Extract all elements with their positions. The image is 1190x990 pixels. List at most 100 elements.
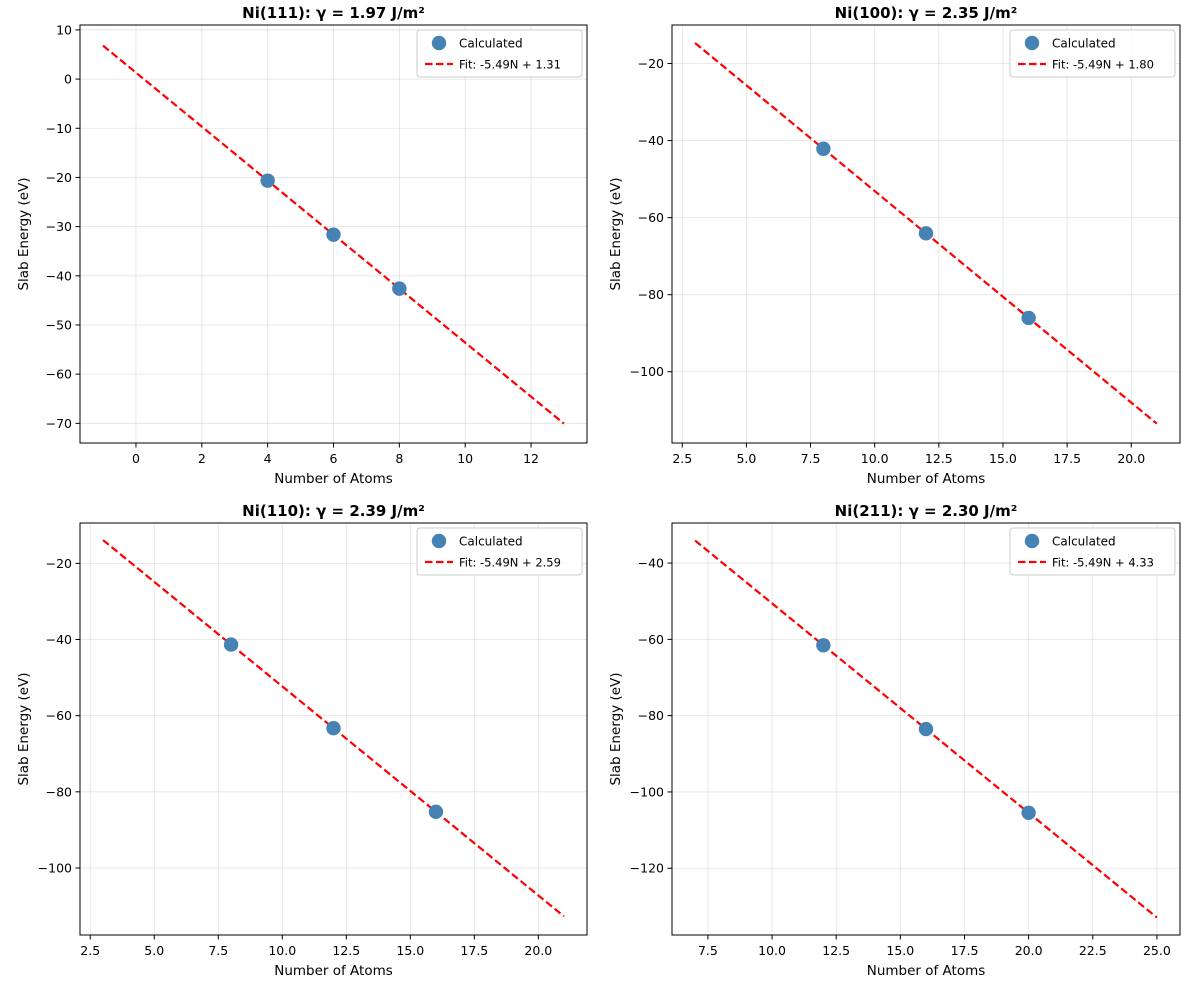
x-tick-label: 4 xyxy=(264,451,272,466)
legend-label-calculated: Calculated xyxy=(1052,37,1116,51)
data-point xyxy=(392,281,407,296)
x-axis-label: Number of Atoms xyxy=(274,963,393,979)
y-tick-label: −50 xyxy=(46,317,72,332)
y-tick-label: −60 xyxy=(638,632,664,647)
x-axis-label: Number of Atoms xyxy=(274,471,393,487)
y-tick-label: −100 xyxy=(630,784,664,799)
y-tick-label: −100 xyxy=(630,364,664,379)
legend-label-fit: Fit: -5.49N + 4.33 xyxy=(1052,556,1154,570)
y-axis-label: Slab Energy (eV) xyxy=(608,177,624,290)
y-tick-label: −20 xyxy=(638,56,664,71)
x-tick-label: 10 xyxy=(457,451,473,466)
legend-label-calculated: Calculated xyxy=(1052,535,1116,549)
data-point xyxy=(326,721,341,736)
legend-box xyxy=(1009,29,1176,78)
x-tick-label: 12 xyxy=(523,451,539,466)
x-axis-label: Number of Atoms xyxy=(867,963,986,979)
legend-marker-calculated xyxy=(1024,35,1040,51)
subplot-title: Ni(211): γ = 2.30 J/m² xyxy=(835,502,1018,520)
legend: Calculated Fit: -5.49N + 4.33 xyxy=(1009,527,1176,576)
x-tick-label: 17.5 xyxy=(460,943,488,958)
x-tick-label: 2.5 xyxy=(80,943,100,958)
x-tick-label: 15.0 xyxy=(886,943,914,958)
x-tick-label: 5.0 xyxy=(144,943,164,958)
data-point xyxy=(428,804,444,820)
legend-box xyxy=(416,29,583,78)
y-tick-label: −20 xyxy=(46,170,72,185)
legend-label-fit: Fit: -5.49N + 1.31 xyxy=(459,58,561,72)
x-tick-label: 25.0 xyxy=(1143,943,1171,958)
y-tick-label: −70 xyxy=(46,416,72,431)
y-tick-label: −80 xyxy=(638,708,664,723)
subplot-4: 7.5 10.0 12.5 15.0 17.5 20.0 22.5 25.0 −40 −60 −80… xyxy=(608,502,1181,979)
legend-marker-calculated xyxy=(431,35,447,51)
x-axis-label: Number of Atoms xyxy=(867,471,986,487)
subplot-2: 2.5 5.0 7.5 10.0 12.5 15.0 17.5 20.0 −20 −40 −60 −8… xyxy=(608,4,1181,487)
x-tick-label: 17.5 xyxy=(1053,451,1081,466)
x-tick-label: 6 xyxy=(330,451,338,466)
y-tick-label: −40 xyxy=(638,133,664,148)
y-axis-label: Slab Energy (eV) xyxy=(16,672,32,785)
axes-frame xyxy=(671,24,1181,444)
legend: Calculated Fit: -5.49N + 2.59 xyxy=(416,527,583,576)
y-tick-label: −40 xyxy=(46,268,72,283)
axes-frame xyxy=(79,522,588,936)
data-point xyxy=(223,637,239,652)
subplot-title: Ni(110): γ = 2.39 J/m² xyxy=(242,502,425,520)
x-tick-label: 7.5 xyxy=(698,943,718,958)
data-point xyxy=(816,141,831,156)
data-point xyxy=(326,227,341,242)
legend-label-calculated: Calculated xyxy=(459,535,523,549)
y-tick-label: −40 xyxy=(46,632,72,647)
subplot-title: Ni(111): γ = 1.97 J/m² xyxy=(242,4,425,22)
y-tick-label: −120 xyxy=(630,861,664,876)
x-tick-label: 17.5 xyxy=(951,943,979,958)
x-tick-label: 7.5 xyxy=(801,451,821,466)
y-tick-label: −60 xyxy=(46,367,72,382)
x-tick-label: 10.0 xyxy=(268,943,296,958)
data-point xyxy=(816,638,831,653)
x-tick-label: 8 xyxy=(395,451,403,466)
y-tick-label: 0 xyxy=(64,72,72,87)
x-tick-label: 5.0 xyxy=(736,451,756,466)
y-tick-label: −60 xyxy=(46,708,72,723)
data-point xyxy=(918,721,934,737)
y-tick-label: −10 xyxy=(46,121,72,136)
y-tick-label: −30 xyxy=(46,219,72,234)
x-tick-label: 12.5 xyxy=(925,451,953,466)
axes-frame xyxy=(671,522,1181,936)
legend-label-fit: Fit: -5.49N + 1.80 xyxy=(1052,58,1154,72)
subplot-1: 0 2 4 6 8 10 12 10 0 −10 −20 −30 −40 −50 −60 −70 Ni(111)… xyxy=(16,4,588,487)
y-tick-label: −40 xyxy=(638,556,664,571)
y-tick-label: −20 xyxy=(46,556,72,571)
y-axis-label: Slab Energy (eV) xyxy=(608,672,624,785)
data-point xyxy=(260,173,275,188)
legend-label-calculated: Calculated xyxy=(459,37,523,51)
x-tick-label: 0 xyxy=(132,451,140,466)
subplot-3: 2.5 5.0 7.5 10.0 12.5 15.0 17.5 20.0 −20 −40 −60 −8… xyxy=(16,502,588,979)
x-tick-label: 12.5 xyxy=(822,943,850,958)
subplot-title: Ni(100): γ = 2.35 J/m² xyxy=(835,4,1018,22)
data-point xyxy=(1021,805,1036,821)
legend-label-fit: Fit: -5.49N + 2.59 xyxy=(459,556,561,570)
x-tick-label: 10.0 xyxy=(758,943,786,958)
x-tick-label: 2.5 xyxy=(672,451,692,466)
legend: Calculated Fit: -5.49N + 1.31 xyxy=(416,29,583,78)
x-tick-label: 20.0 xyxy=(524,943,552,958)
y-tick-label: −60 xyxy=(638,210,664,225)
x-tick-label: 20.0 xyxy=(1015,943,1043,958)
data-point xyxy=(1021,310,1036,326)
legend: Calculated Fit: -5.49N + 1.80 xyxy=(1009,29,1176,78)
legend-box xyxy=(1009,527,1176,576)
x-tick-label: 2 xyxy=(198,451,206,466)
x-tick-label: 12.5 xyxy=(332,943,360,958)
y-axis-label: Slab Energy (eV) xyxy=(16,177,32,290)
x-tick-label: 10.0 xyxy=(861,451,889,466)
legend-box xyxy=(416,527,583,576)
x-tick-label: 7.5 xyxy=(208,943,228,958)
x-tick-label: 22.5 xyxy=(1079,943,1107,958)
legend-marker-calculated xyxy=(1024,533,1040,549)
legend-marker-calculated xyxy=(431,533,447,549)
y-tick-label: 10 xyxy=(56,22,72,37)
